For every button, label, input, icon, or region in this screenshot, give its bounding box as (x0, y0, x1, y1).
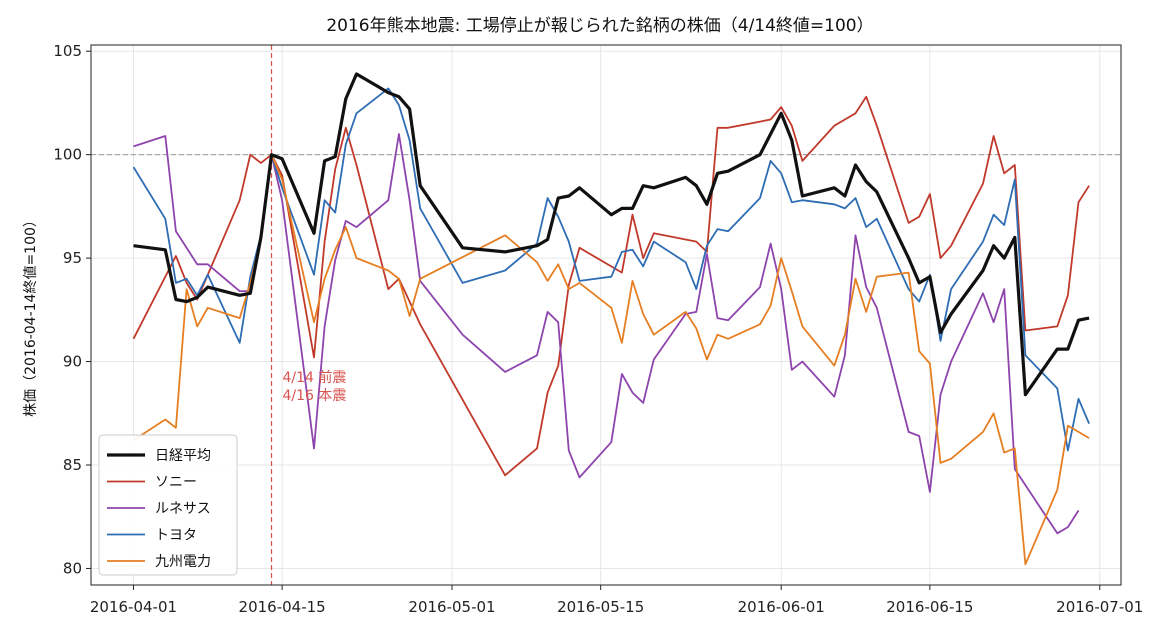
y-axis-ticks: 80 85 90 95 100 105 (53, 42, 91, 577)
y-tick-label: 80 (63, 559, 82, 577)
y-axis-label: 株価（2016-04-14終値=100） (23, 213, 39, 417)
y-tick-label: 95 (63, 249, 82, 267)
x-tick-label: 2016-04-15 (239, 598, 326, 616)
legend-label: 九州電力 (155, 554, 211, 570)
series-line-3 (132, 87, 1090, 452)
x-tick-label: 2016-04-01 (90, 598, 177, 616)
series-line-4 (133, 153, 1090, 566)
legend-label: トヨタ (155, 528, 197, 544)
x-tick-label: 2016-06-15 (886, 598, 973, 616)
chart-title: 2016年熊本地震: 工場停止が報じられた銘柄の株価（4/14終値=100） (326, 16, 873, 36)
y-tick-label: 85 (63, 456, 82, 474)
series-lines (132, 72, 1090, 566)
x-tick-label: 2016-07-01 (1056, 598, 1143, 616)
grid-lines (91, 45, 1121, 585)
event-annotation-line-2: 4/16 本震 (283, 388, 347, 404)
series-line-2 (133, 133, 1080, 535)
x-axis-ticks: 2016-04-01 2016-04-15 2016-05-01 2016-05-15… (90, 585, 1143, 616)
event-annotation: 4/14 前震 4/16 本震 (283, 369, 347, 404)
y-tick-label: 105 (53, 42, 82, 60)
legend-box (98, 434, 238, 576)
y-tick-label: 90 (63, 353, 82, 371)
x-tick-label: 2016-05-15 (557, 598, 644, 616)
y-tick-label: 100 (53, 146, 82, 164)
plot-frame (90, 44, 1122, 586)
series-line-1 (132, 95, 1090, 477)
reference-lines (91, 45, 1121, 585)
x-tick-label: 2016-06-01 (738, 598, 825, 616)
legend-label: ソニー (155, 475, 197, 491)
event-annotation-line-1: 4/14 前震 (283, 369, 347, 386)
x-tick-label: 2016-05-01 (408, 598, 495, 616)
legend-label: 日経平均 (155, 448, 211, 464)
series-line-0 (133, 72, 1090, 397)
legend-label: ルネサス (155, 501, 211, 517)
